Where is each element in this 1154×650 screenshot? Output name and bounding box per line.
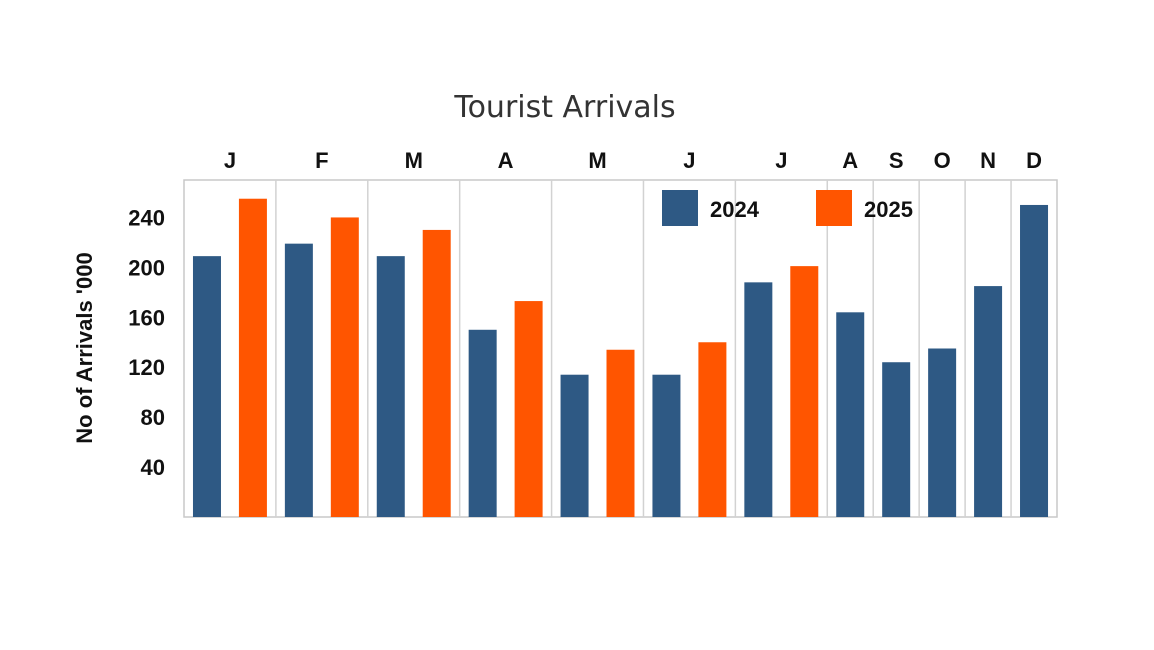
- y-tick-label: 120: [128, 355, 165, 380]
- bar-2024-2: [284, 243, 313, 517]
- category-label: M: [588, 148, 606, 173]
- y-tick-label: 80: [141, 405, 165, 430]
- category-separators: [275, 180, 1012, 517]
- category-label: O: [934, 148, 951, 173]
- category-label: A: [498, 148, 514, 173]
- bars-group: [192, 198, 1049, 518]
- category-label: A: [842, 148, 858, 173]
- bar-2024-4: [468, 329, 497, 517]
- y-tick-label: 160: [128, 305, 165, 330]
- bar-2024-7: [744, 282, 773, 517]
- category-label: M: [405, 148, 423, 173]
- bar-2024-12: [1020, 204, 1049, 518]
- bar-2024-10: [928, 348, 957, 517]
- bar-2024-9: [882, 362, 911, 517]
- category-label: J: [775, 148, 787, 173]
- bar-2025-5: [606, 349, 635, 517]
- bar-2025-6: [698, 342, 727, 517]
- y-tick-label: 40: [141, 455, 165, 480]
- legend-label-2024: 2024: [710, 197, 760, 222]
- y-tick-label: 240: [128, 205, 165, 230]
- y-axis-label: No of Arrivals '000: [72, 252, 97, 444]
- category-label: J: [224, 148, 236, 173]
- category-label: D: [1026, 148, 1042, 173]
- bar-2025-7: [790, 266, 819, 517]
- bar-2024-11: [974, 286, 1003, 517]
- bar-2024-1: [192, 256, 221, 517]
- bar-2025-4: [514, 301, 543, 517]
- category-label: F: [315, 148, 328, 173]
- bar-2024-6: [652, 374, 681, 517]
- category-label: N: [980, 148, 996, 173]
- y-tick-labels: 40 80 120 160 200 240: [128, 205, 165, 480]
- bar-2025-1: [238, 198, 267, 517]
- category-label: S: [889, 148, 904, 173]
- bar-2024-8: [836, 312, 865, 517]
- chart-title: Tourist Arrivals: [453, 90, 675, 125]
- bar-2025-2: [330, 217, 359, 517]
- legend-swatch-2025: [816, 190, 852, 226]
- legend-swatch-2024: [662, 190, 698, 226]
- legend-label-2025: 2025: [864, 197, 913, 222]
- bar-2025-3: [422, 229, 451, 518]
- bar-2024-5: [560, 374, 589, 517]
- y-tick-label: 200: [128, 255, 165, 280]
- legend: 2024 2025: [662, 190, 913, 226]
- category-label: J: [683, 148, 695, 173]
- bar-2024-3: [376, 256, 405, 517]
